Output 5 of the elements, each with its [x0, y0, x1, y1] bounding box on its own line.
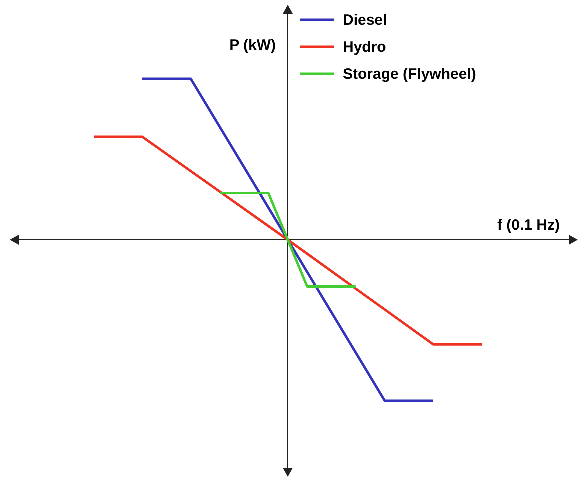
- x-axis-title: f (0.1 Hz): [497, 217, 560, 234]
- legend-label: Storage (Flywheel): [343, 66, 476, 83]
- y-axis-title: P (kW): [230, 37, 276, 54]
- legend-label: Diesel: [343, 12, 388, 29]
- legend-label: Hydro: [343, 39, 386, 56]
